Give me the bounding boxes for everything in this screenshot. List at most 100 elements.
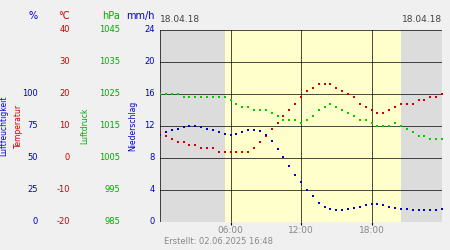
Point bbox=[374, 202, 381, 206]
Point bbox=[315, 108, 322, 112]
Point bbox=[386, 124, 393, 128]
Point bbox=[262, 108, 270, 112]
Point bbox=[215, 150, 222, 154]
Text: 50: 50 bbox=[27, 154, 38, 162]
Text: 1045: 1045 bbox=[99, 26, 120, 35]
Point bbox=[162, 130, 170, 134]
Text: 12: 12 bbox=[144, 122, 155, 130]
Point bbox=[292, 118, 299, 122]
Point bbox=[432, 137, 440, 141]
Point bbox=[168, 128, 176, 132]
Point bbox=[368, 108, 375, 112]
Point bbox=[203, 146, 211, 150]
Text: 0: 0 bbox=[33, 218, 38, 226]
Point bbox=[297, 180, 305, 184]
Point bbox=[157, 130, 164, 134]
Text: 24: 24 bbox=[144, 26, 155, 35]
Point bbox=[180, 95, 187, 99]
Point bbox=[274, 121, 281, 125]
Point bbox=[333, 86, 340, 89]
Point bbox=[350, 114, 357, 118]
Point bbox=[409, 130, 416, 134]
Text: mm/h: mm/h bbox=[126, 11, 155, 21]
Point bbox=[174, 140, 181, 144]
Point bbox=[227, 133, 234, 137]
Point bbox=[268, 127, 275, 131]
Point bbox=[244, 105, 252, 109]
Point bbox=[386, 108, 393, 112]
Text: 75: 75 bbox=[27, 122, 38, 130]
Point bbox=[415, 134, 422, 138]
Point bbox=[233, 132, 240, 136]
Point bbox=[432, 208, 440, 212]
Point bbox=[221, 132, 228, 136]
Point bbox=[438, 92, 446, 96]
Point bbox=[303, 89, 310, 93]
Point bbox=[286, 118, 293, 122]
Point bbox=[362, 105, 369, 109]
Text: 1025: 1025 bbox=[99, 90, 120, 98]
Point bbox=[427, 137, 434, 141]
Point bbox=[157, 133, 164, 137]
Point bbox=[333, 105, 340, 109]
Point bbox=[368, 121, 375, 125]
Point bbox=[292, 173, 299, 177]
Text: hPa: hPa bbox=[102, 11, 120, 21]
Point bbox=[327, 82, 334, 86]
Point bbox=[238, 150, 246, 154]
Point bbox=[268, 111, 275, 115]
Point bbox=[421, 134, 428, 138]
Text: 25: 25 bbox=[27, 186, 38, 194]
Point bbox=[356, 118, 363, 122]
Point bbox=[338, 89, 346, 93]
Point bbox=[198, 95, 205, 99]
Text: 20: 20 bbox=[59, 90, 70, 98]
Point bbox=[421, 98, 428, 102]
Point bbox=[344, 111, 351, 115]
Point bbox=[327, 207, 334, 211]
Point bbox=[221, 150, 228, 154]
Point bbox=[392, 121, 399, 125]
Point bbox=[209, 95, 216, 99]
Point bbox=[162, 134, 170, 138]
Point bbox=[309, 86, 316, 89]
Point bbox=[192, 95, 199, 99]
Text: 100: 100 bbox=[22, 90, 38, 98]
Point bbox=[250, 146, 257, 150]
Point bbox=[362, 118, 369, 122]
Point bbox=[238, 105, 246, 109]
Point bbox=[392, 105, 399, 109]
Text: Luftdruck: Luftdruck bbox=[81, 108, 90, 144]
Point bbox=[262, 134, 270, 138]
Point bbox=[244, 150, 252, 154]
Point bbox=[280, 118, 287, 122]
Point bbox=[338, 108, 346, 112]
Point bbox=[315, 82, 322, 86]
Text: Erstellt: 02.06.2025 16:48: Erstellt: 02.06.2025 16:48 bbox=[165, 237, 274, 246]
Point bbox=[244, 128, 252, 132]
Point bbox=[250, 108, 257, 112]
Text: 18.04.18: 18.04.18 bbox=[160, 15, 200, 24]
Text: Niederschlag: Niederschlag bbox=[129, 101, 138, 151]
Point bbox=[409, 102, 416, 105]
Point bbox=[262, 133, 270, 137]
Point bbox=[186, 124, 193, 128]
Point bbox=[397, 207, 405, 211]
Point bbox=[168, 92, 176, 96]
Point bbox=[362, 203, 369, 207]
Point bbox=[374, 111, 381, 115]
Point bbox=[221, 95, 228, 99]
Point bbox=[215, 95, 222, 99]
Point bbox=[303, 188, 310, 192]
Text: Temperatur: Temperatur bbox=[14, 104, 22, 148]
Point bbox=[174, 126, 181, 130]
Point bbox=[321, 82, 328, 86]
Point bbox=[186, 95, 193, 99]
Text: 30: 30 bbox=[59, 58, 70, 66]
Point bbox=[274, 147, 281, 151]
Point bbox=[327, 102, 334, 105]
Text: 10: 10 bbox=[59, 122, 70, 130]
Point bbox=[415, 98, 422, 102]
Point bbox=[256, 129, 264, 133]
Point bbox=[309, 114, 316, 118]
